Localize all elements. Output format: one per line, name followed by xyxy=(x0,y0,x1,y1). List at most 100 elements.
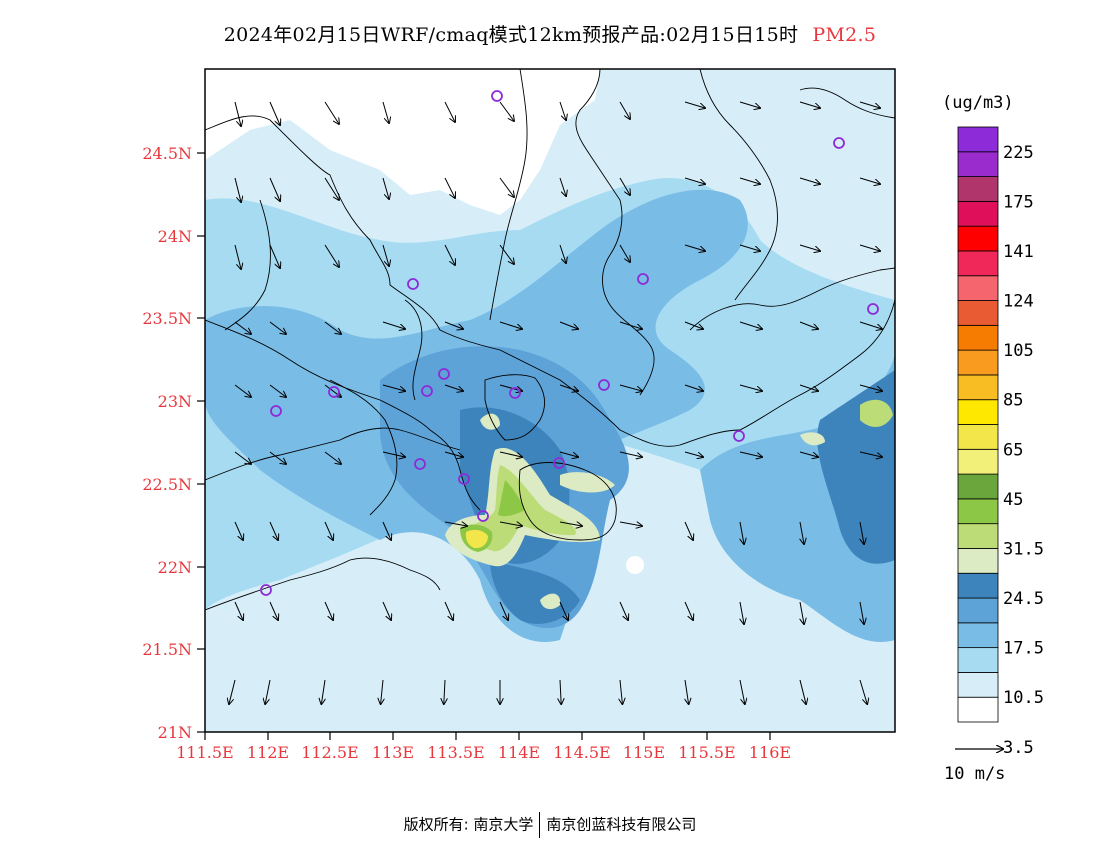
colorbar-swatch xyxy=(957,126,999,153)
colorbar-swatch xyxy=(957,374,999,401)
colorbar-label: 124 xyxy=(1003,292,1034,312)
wind-arrow xyxy=(229,679,236,704)
wind-arrow xyxy=(444,679,445,704)
lon-tick-label: 116E xyxy=(749,743,791,762)
lon-tick-label: 114E xyxy=(498,743,540,762)
colorbar-labels: 225 175 141 124 105 85 65 45 31.5 24.5 17.5 10.5 3.5 xyxy=(1003,143,1044,758)
wind-arrow xyxy=(234,384,251,397)
map-title: 2024年02月15日WRF/cmaq模式12km预报产品:02月15日15时 P… xyxy=(0,20,1100,47)
wind-arrow xyxy=(619,522,642,526)
station-marker xyxy=(598,379,610,391)
colorbar-label: 85 xyxy=(1003,391,1023,411)
colorbar-swatch xyxy=(957,622,999,649)
lon-tick-label: 113E xyxy=(372,743,414,762)
wind-arrow xyxy=(234,244,241,269)
boundary-lines xyxy=(205,69,895,611)
wind-arrow xyxy=(620,679,622,704)
wind-vectors xyxy=(229,101,882,704)
wind-arrow xyxy=(269,601,278,620)
wind-arrow xyxy=(234,601,243,620)
wind-arrow xyxy=(559,601,568,620)
wind-arrow xyxy=(269,321,286,334)
wind-arrow xyxy=(499,177,514,197)
wind-arrow xyxy=(559,244,566,263)
wind-arrow xyxy=(739,384,762,391)
monitor-stations xyxy=(260,90,879,596)
station-marker xyxy=(491,90,503,102)
wind-arrow xyxy=(799,384,818,391)
colorbar-label: 105 xyxy=(1003,341,1034,361)
wind-arrow xyxy=(499,522,522,526)
concentration-field xyxy=(205,69,895,732)
colorbar-swatch xyxy=(957,300,999,326)
wind-arrow xyxy=(382,384,405,391)
colorbar-swatch xyxy=(957,399,999,425)
wind-arrow xyxy=(859,451,882,457)
lat-tick-label: 24N xyxy=(158,227,192,246)
colorbar-swatches xyxy=(957,126,999,723)
wind-arrow xyxy=(269,521,278,540)
latitude-axis: 21N 21.5N 22N 22.5N 23N 23.5N 24N 24.5N xyxy=(142,144,205,742)
colorbar-swatch xyxy=(957,324,999,351)
station-marker xyxy=(270,405,282,417)
colorbar-label: 225 xyxy=(1003,143,1034,163)
colorbar-swatch xyxy=(957,250,999,277)
wind-arrow xyxy=(684,601,693,620)
wind-arrow xyxy=(739,679,745,704)
lat-tick-label: 22.5N xyxy=(142,475,192,494)
station-marker xyxy=(328,386,340,398)
lon-tick-label: 115E xyxy=(623,743,665,762)
wind-arrow xyxy=(324,101,339,124)
station-marker xyxy=(867,303,879,315)
wind-arrow xyxy=(265,679,271,704)
footer-left: 版权所有: 南京大学 xyxy=(403,815,534,834)
wind-arrow xyxy=(444,384,463,391)
colorbar-label: 175 xyxy=(1003,192,1034,212)
lon-tick-label: 115.5E xyxy=(678,743,735,762)
wind-arrow xyxy=(859,244,880,251)
wind-arrow xyxy=(739,244,760,251)
station-marker xyxy=(553,457,565,469)
wind-arrow xyxy=(269,384,286,397)
wind-arrow xyxy=(321,679,325,704)
colorbar-swatch xyxy=(957,672,999,698)
wind-arrow xyxy=(444,244,455,265)
colorbar: (ug/m3) 225 175 141 124 105 85 65 45 31.5 24.5 17.… xyxy=(942,93,1044,758)
wind-arrow xyxy=(499,244,514,264)
station-marker xyxy=(833,137,845,149)
wind-arrow xyxy=(740,521,744,544)
wind-arrow xyxy=(559,321,578,329)
wind-arrow xyxy=(739,321,762,329)
colorbar-swatch xyxy=(957,473,999,500)
wind-arrow xyxy=(684,451,703,457)
wind-arrow xyxy=(324,601,333,620)
colorbar-swatch xyxy=(957,200,999,227)
wind-arrow xyxy=(619,601,628,620)
wind-arrow xyxy=(499,451,522,457)
colorbar-swatch xyxy=(957,151,999,177)
colorbar-label: 141 xyxy=(1003,242,1034,262)
colorbar-swatch xyxy=(957,548,999,574)
wind-arrow xyxy=(859,177,880,184)
wind-arrow xyxy=(269,177,280,201)
colorbar-label: 45 xyxy=(1003,490,1023,510)
wind-arrow xyxy=(684,244,705,251)
colorbar-swatch xyxy=(957,424,999,450)
colorbar-unit: (ug/m3) xyxy=(942,93,1014,113)
wind-arrow xyxy=(444,451,463,457)
lon-tick-label: 112E xyxy=(247,743,289,762)
wind-arrow xyxy=(324,451,341,464)
wind-arrow xyxy=(382,521,391,540)
station-marker xyxy=(477,510,489,522)
colorbar-swatch xyxy=(957,523,999,549)
wind-arrow xyxy=(444,177,455,198)
wind-arrow xyxy=(382,451,405,457)
wind-arrow xyxy=(739,451,762,457)
lon-tick-label: 114.5E xyxy=(553,743,610,762)
colorbar-label: 31.5 xyxy=(1003,540,1044,560)
wind-arrow xyxy=(619,244,630,262)
wind-arrow xyxy=(382,321,405,329)
wind-arrow xyxy=(444,321,463,329)
lat-tick-label: 22N xyxy=(158,558,192,577)
wind-arrow xyxy=(685,679,689,704)
